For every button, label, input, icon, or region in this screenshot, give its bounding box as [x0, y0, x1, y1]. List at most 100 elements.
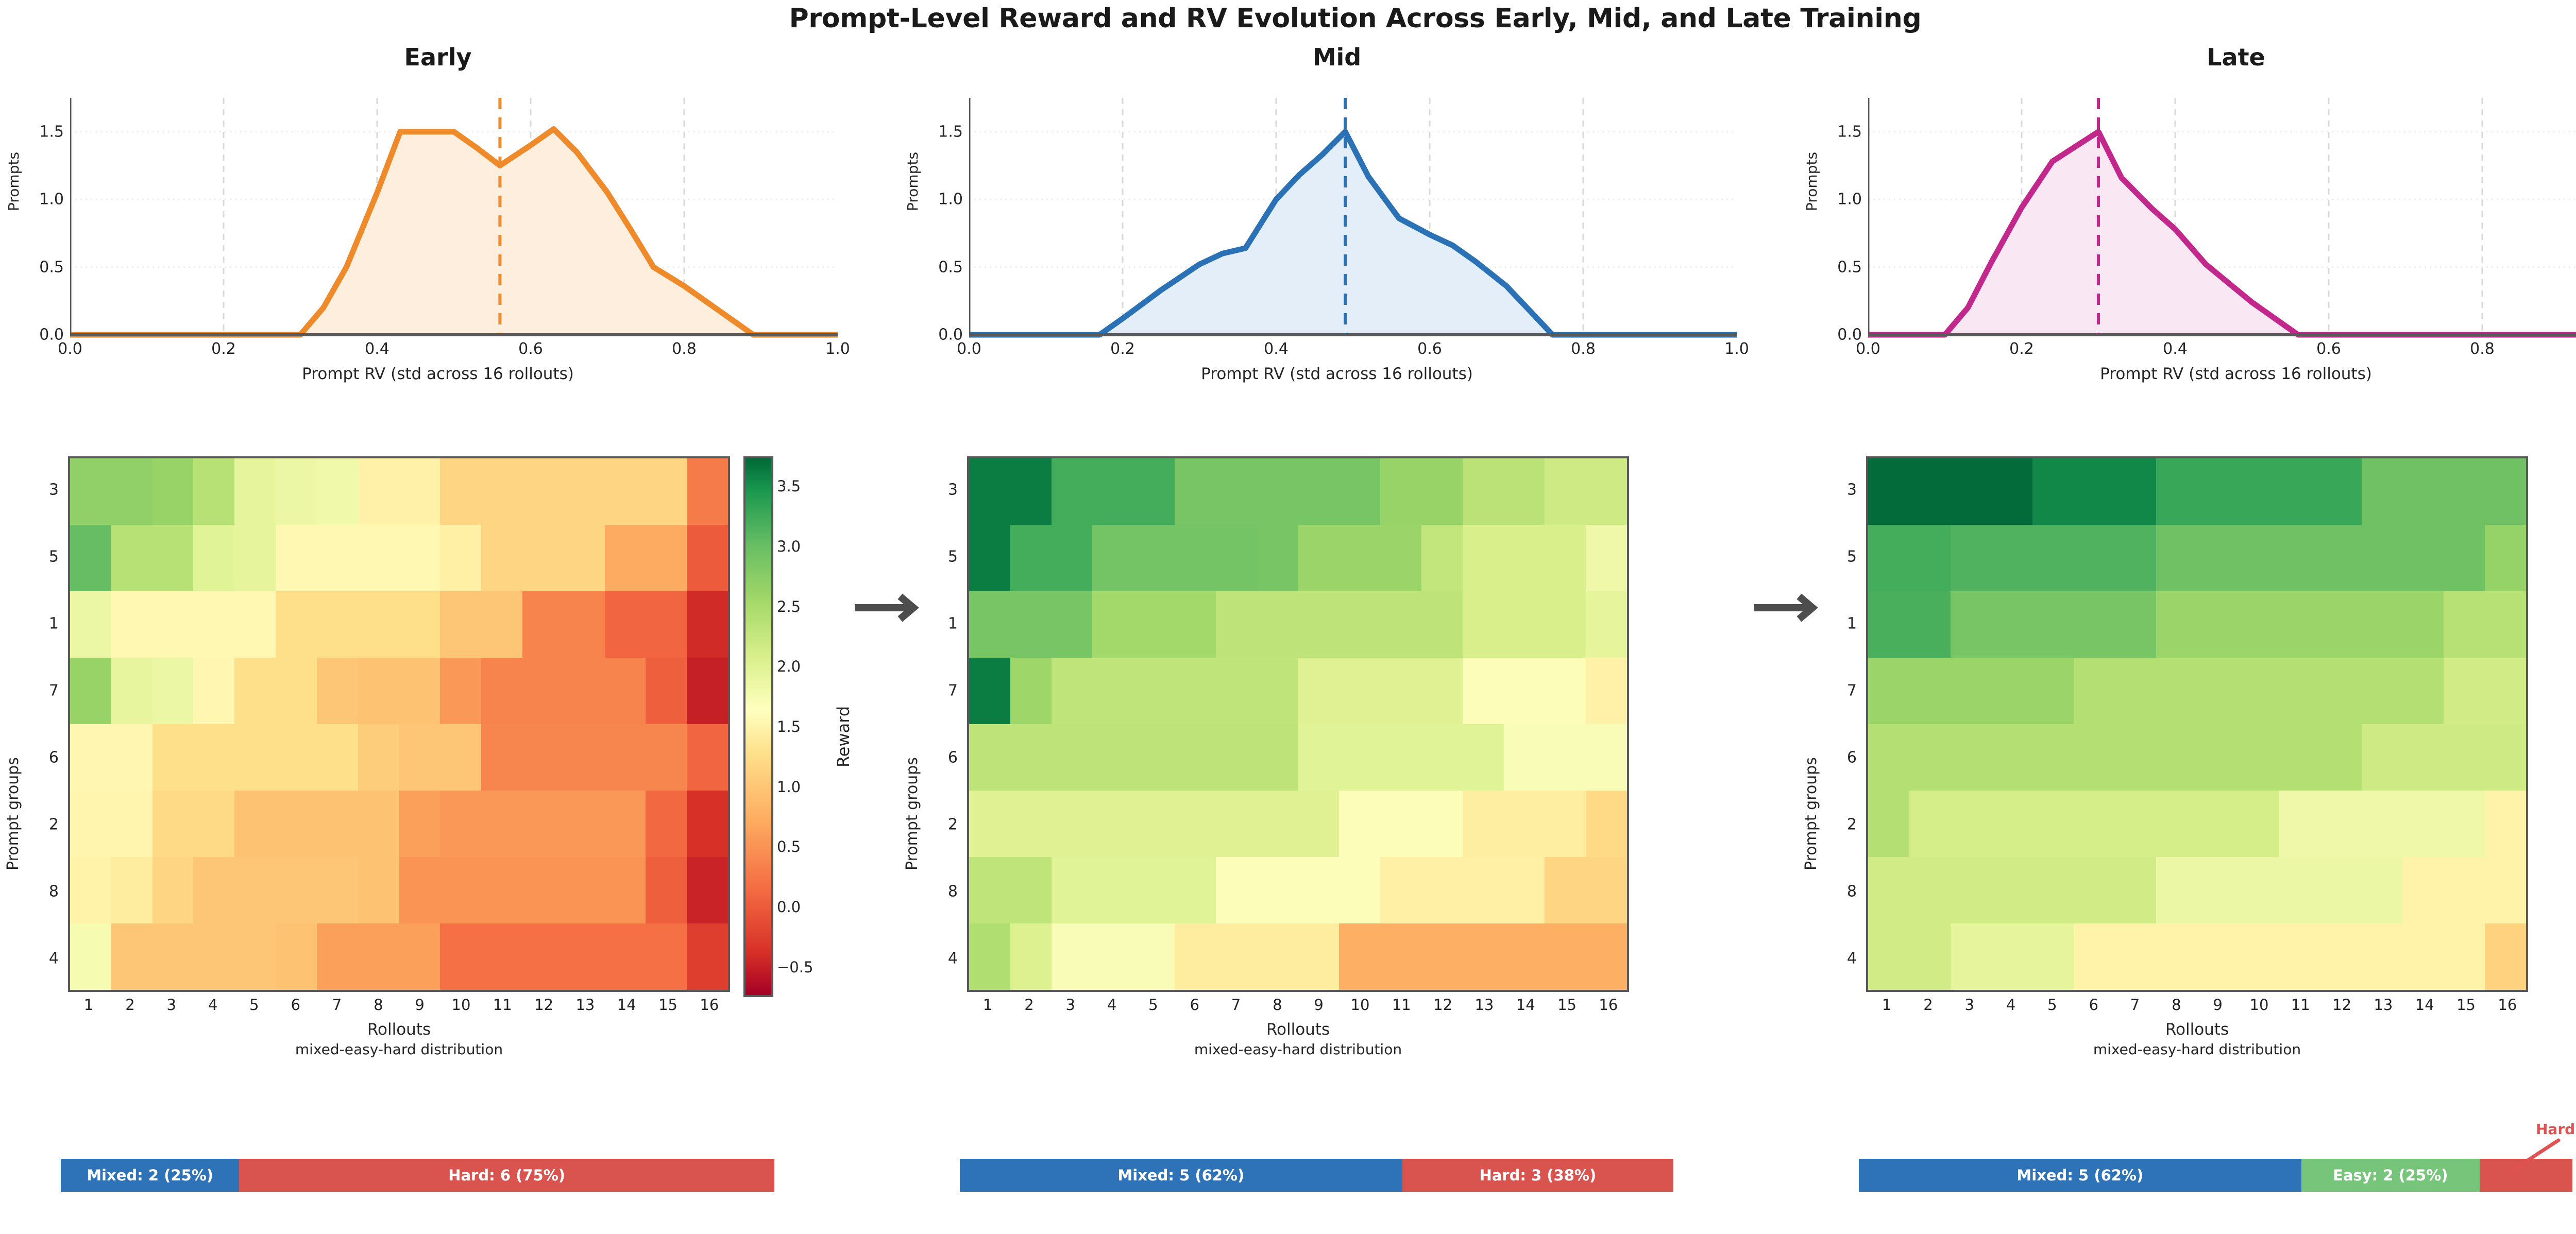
kde-xtick: 0.6 [1417, 340, 1442, 358]
heatmap-cell [481, 923, 522, 990]
heatmap-cell [2238, 724, 2280, 791]
heatmap-cell [2156, 658, 2197, 724]
heatmap-cell [1950, 525, 1992, 591]
heatmap-cell [1909, 857, 1951, 923]
heatmap-cell [1380, 525, 1421, 591]
heatmap-cell [2238, 923, 2280, 990]
heatmap-cell [193, 591, 235, 658]
heatmap-cell [2074, 591, 2115, 658]
heatmap-cell [2156, 525, 2197, 591]
heatmap-cell [2238, 525, 2280, 591]
heatmap-cell [1092, 525, 1134, 591]
heatmap-cell [1586, 591, 1627, 658]
kde-ytick: 1.0 [938, 190, 963, 209]
heatmap-cell [2402, 857, 2444, 923]
heatmap-cell [563, 658, 605, 724]
heatmap-cell [1421, 724, 1463, 791]
heatmap-cell [1868, 857, 1909, 923]
heatmap-cell [1133, 658, 1175, 724]
distribution-segment[interactable]: Hard: 6 (75%) [239, 1159, 774, 1192]
colorbar-tick: 3.0 [777, 538, 801, 555]
heatmap-xtick: 8 [1273, 996, 1282, 1014]
distribution-segment[interactable]: Mixed: 5 (62%) [960, 1159, 1402, 1192]
heatmap-cell [2485, 458, 2526, 525]
heatmap-cell [687, 525, 728, 591]
heatmap-cell [193, 791, 235, 857]
heatmap-ytick: 1 [48, 614, 59, 633]
heatmap-cell [2156, 458, 2197, 525]
heatmap-xtick: 11 [1392, 996, 1411, 1014]
colorbar-tick: −0.5 [777, 958, 814, 976]
heatmap-cell [1215, 658, 1257, 724]
heatmap-cell [1051, 458, 1093, 525]
heatmap-cell [1010, 591, 1052, 658]
heatmap-cell [1051, 658, 1093, 724]
heatmap-cell [563, 923, 605, 990]
heatmap-cell [152, 791, 194, 857]
heatmap-cell [70, 591, 111, 658]
heatmap-cell [2238, 658, 2280, 724]
heatmap-ytick: 6 [48, 748, 59, 767]
distribution-segment[interactable]: Easy: 2 (25%) [2301, 1159, 2480, 1192]
heatmap-cell [604, 591, 646, 658]
distribution-segment[interactable]: Mixed: 5 (62%) [1859, 1159, 2301, 1192]
heatmap-cell [1909, 791, 1951, 857]
heatmap-cell [2238, 791, 2280, 857]
distribution-segment[interactable]: Mixed: 2 (25%) [61, 1159, 240, 1192]
heatmap-cell [1586, 658, 1627, 724]
heatmap-cell [646, 525, 687, 591]
distribution-segment[interactable] [2479, 1159, 2572, 1192]
heatmap-cell [646, 658, 687, 724]
heatmap-xtick: 14 [2415, 996, 2434, 1014]
heatmap-cell [2279, 923, 2320, 990]
heatmap-xtick: 7 [1231, 996, 1241, 1014]
heatmap-cell [1339, 791, 1381, 857]
heatmap-cell [1868, 458, 1909, 525]
heatmap-xtick: 3 [166, 996, 177, 1014]
heatmap-cell [358, 857, 399, 923]
heatmap-cell [2032, 724, 2074, 791]
heatmap-cell [316, 525, 358, 591]
heatmap-cell [1991, 724, 2033, 791]
heatmap-cell [1545, 923, 1586, 990]
heatmap-cell [111, 458, 152, 525]
heatmap-cell [2279, 791, 2320, 857]
heatmap-cell [1380, 857, 1421, 923]
heatmap-cell [1421, 658, 1463, 724]
heatmap-cell [358, 923, 399, 990]
heatmap-cell [276, 724, 317, 791]
kde-x-axis-ticks: 0.0 0.2 0.4 0.6 0.8 1.0 [58, 340, 850, 364]
heatmap-cell [152, 591, 194, 658]
distribution-bar-early: Mixed: 2 (25%) Hard: 6 (75%) [61, 1159, 774, 1192]
heatmap-cell [70, 724, 111, 791]
heatmap-cell [1133, 724, 1175, 791]
heatmap-cell [646, 791, 687, 857]
heatmap-cell [2197, 791, 2239, 857]
distribution-bar-mid: Mixed: 5 (62%) Hard: 3 (38%) [960, 1159, 1673, 1192]
heatmap-cell [2279, 857, 2320, 923]
kde-xtick: 0.8 [672, 340, 697, 358]
heatmap-cell [1133, 525, 1175, 591]
heatmap-cell [687, 857, 728, 923]
heatmap-cell [2197, 857, 2239, 923]
heatmap-cell [440, 658, 482, 724]
heatmap-y-axis-ticks: 3 5 1 7 6 2 8 4 [1819, 456, 1860, 992]
distribution-segment[interactable]: Hard: 3 (38%) [1402, 1159, 1673, 1192]
heatmap-cell [969, 591, 1010, 658]
heatmap-cell [1215, 923, 1257, 990]
heatmap-ytick: 3 [48, 481, 59, 499]
heatmap-cell [1257, 857, 1298, 923]
heatmap-xtick: 3 [1065, 996, 1076, 1014]
heatmap-cell [234, 458, 276, 525]
heatmap-cell [1909, 458, 1951, 525]
heatmap-cell [234, 525, 276, 591]
heatmap-xtick: 16 [1599, 996, 1618, 1014]
heatmap-cell [522, 857, 564, 923]
heatmap-xtick: 11 [2291, 996, 2310, 1014]
heatmap-cell [70, 857, 111, 923]
heatmap-xtick: 2 [1923, 996, 1933, 1014]
heatmap-grid [1866, 456, 2528, 992]
kde-ytick: 1.5 [39, 123, 64, 141]
heatmap-ytick: 3 [1846, 481, 1857, 499]
heatmap-xtick: 7 [332, 996, 342, 1014]
